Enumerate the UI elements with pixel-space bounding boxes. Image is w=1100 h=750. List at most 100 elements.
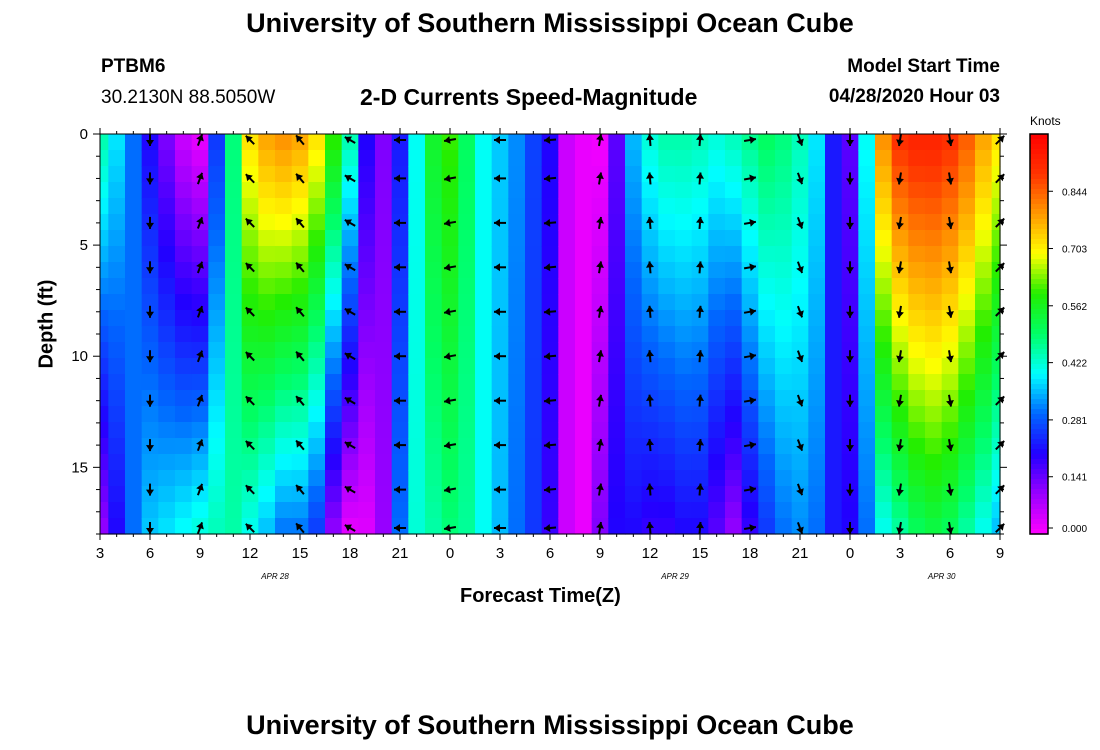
- x-tick-label: 6: [546, 545, 554, 562]
- heatmap-cell: [208, 358, 226, 375]
- current-arrow: [344, 219, 356, 227]
- heatmap-cell: [408, 166, 426, 183]
- heatmap-cell: [475, 326, 493, 343]
- heatmap-cell: [741, 502, 759, 519]
- heatmap-cell: [958, 374, 976, 391]
- heatmap-cell: [758, 486, 776, 503]
- heatmap-cell: [425, 198, 443, 215]
- heatmap-cell: [191, 326, 209, 343]
- heatmap-cell: [875, 326, 893, 343]
- heatmap-cell: [541, 150, 559, 167]
- x-tick-label: 12: [242, 545, 259, 562]
- heatmap-cell: [758, 166, 776, 183]
- heatmap-cell: [508, 358, 526, 375]
- heatmap-cell: [408, 470, 426, 487]
- heatmap-cell: [891, 502, 909, 519]
- heatmap-cell: [208, 518, 226, 535]
- heatmap-cell: [375, 518, 393, 535]
- arrow-head: [544, 136, 551, 144]
- heatmap-cell: [858, 278, 876, 295]
- heatmap-cell: [741, 470, 759, 487]
- heatmap-cell: [558, 470, 576, 487]
- heatmap-cell: [625, 486, 643, 503]
- colorbar-segment: [1030, 484, 1048, 490]
- current-arrow: [344, 524, 356, 532]
- heatmap-cell: [775, 278, 793, 295]
- heatmap-cell: [708, 198, 726, 215]
- heatmap-cell: [841, 310, 859, 327]
- heatmap-cell: [408, 374, 426, 391]
- current-arrow: [344, 263, 356, 272]
- arrow-head: [997, 263, 1005, 271]
- heatmap-cell: [758, 502, 776, 519]
- heatmap-cell: [925, 198, 943, 215]
- heatmap-cell: [541, 454, 559, 471]
- heatmap-cell: [291, 342, 309, 359]
- heatmap-cell: [841, 150, 859, 167]
- heatmap-cell: [475, 230, 493, 247]
- heatmap-cell: [625, 342, 643, 359]
- heatmap-cell: [858, 166, 876, 183]
- heatmap-cell: [458, 486, 476, 503]
- arrow-head: [749, 352, 756, 361]
- heatmap-cell: [241, 262, 259, 279]
- arrow-head: [196, 217, 204, 225]
- heatmap-cell: [958, 326, 976, 343]
- colorbar-segment: [1030, 324, 1048, 330]
- heatmap-cell: [858, 134, 876, 151]
- heatmap-cell: [975, 198, 993, 215]
- heatmap-cell: [391, 326, 409, 343]
- colorbar-segment: [1030, 444, 1048, 450]
- current-arrow: [295, 522, 305, 534]
- heatmap-cell: [108, 470, 126, 487]
- heatmap-cell: [108, 150, 126, 167]
- heatmap-cell: [108, 374, 126, 391]
- heatmap-cell: [725, 230, 743, 247]
- arrow-head: [749, 174, 756, 183]
- heatmap-cell: [841, 278, 859, 295]
- heatmap-cell: [291, 134, 309, 151]
- heatmap-cell: [658, 198, 676, 215]
- heatmap-cell: [925, 134, 943, 151]
- heatmap-cell: [875, 486, 893, 503]
- colorbar-segment: [1030, 519, 1048, 525]
- heatmap-cell: [625, 326, 643, 343]
- heatmap-cell: [158, 278, 176, 295]
- heatmap-cell: [291, 294, 309, 311]
- current-arrow: [146, 522, 154, 534]
- arrow-head: [896, 266, 904, 274]
- heatmap-cell: [225, 230, 243, 247]
- colorbar-segment: [1030, 369, 1048, 375]
- heatmap-cell: [491, 262, 509, 279]
- heatmap-cell: [158, 150, 176, 167]
- current-arrow: [494, 174, 506, 183]
- heatmap-cell: [125, 294, 143, 311]
- heatmap-cell: [591, 454, 609, 471]
- heatmap-cell: [641, 310, 659, 327]
- heatmap-cell: [941, 326, 959, 343]
- heatmap-cell: [458, 326, 476, 343]
- heatmap-cell: [641, 422, 659, 439]
- heatmap-cell: [458, 134, 476, 151]
- current-arrow: [846, 350, 854, 363]
- x-tick-label: 0: [846, 545, 854, 562]
- heatmap-cell: [141, 454, 159, 471]
- current-arrow: [596, 172, 604, 185]
- heatmap-cell: [341, 182, 359, 199]
- colorbar-segment: [1030, 384, 1048, 390]
- arrow-head: [196, 261, 204, 269]
- heatmap-cell: [241, 358, 259, 375]
- heatmap-cell: [525, 262, 543, 279]
- current-arrow: [146, 305, 154, 318]
- heatmap-cell: [958, 230, 976, 247]
- current-arrow: [596, 439, 604, 452]
- heatmap-cell: [758, 406, 776, 423]
- heatmap-cell: [891, 182, 909, 199]
- heatmap-cell: [358, 470, 376, 487]
- heatmap-cell: [125, 470, 143, 487]
- heatmap-cell: [958, 502, 976, 519]
- arrow-head: [696, 483, 704, 490]
- heatmap-cell: [658, 358, 676, 375]
- heatmap-cell: [925, 182, 943, 199]
- heatmap-cell: [625, 438, 643, 455]
